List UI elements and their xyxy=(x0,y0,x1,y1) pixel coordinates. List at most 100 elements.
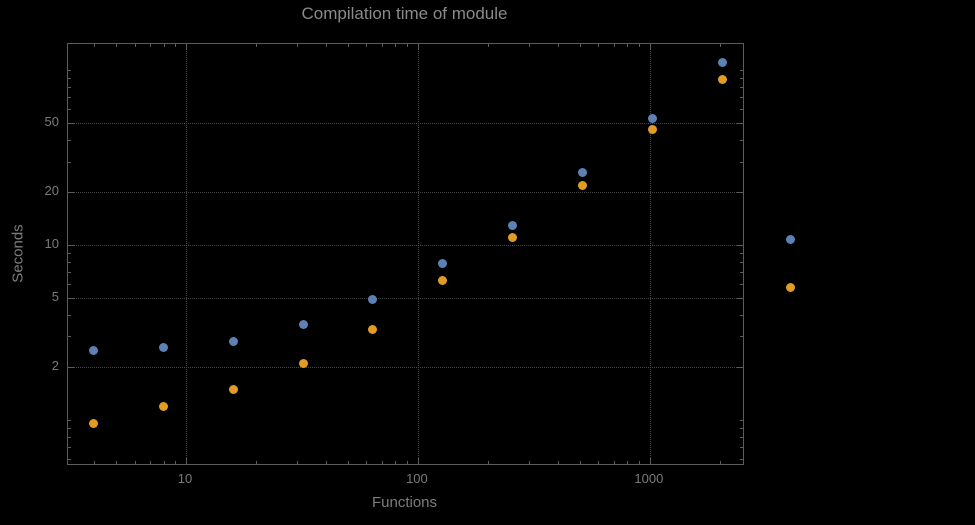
x-tick-1000 xyxy=(649,44,651,50)
x-axis-label: Functions xyxy=(371,494,438,511)
y-tick-9 xyxy=(68,253,71,255)
y-tick-6 xyxy=(68,283,71,285)
y-tick-1 xyxy=(68,419,71,421)
x-tick-6 xyxy=(134,461,136,464)
y-tick-0.9 xyxy=(68,427,71,429)
x-tick-600 xyxy=(598,44,600,47)
gridline-v-100 xyxy=(417,44,419,464)
data-point-orange-x8 xyxy=(159,401,168,411)
data-point-orange-x512 xyxy=(577,180,587,190)
data-point-orange-x4 xyxy=(89,419,99,429)
y-tick-70 xyxy=(68,97,71,99)
x-tick-10 xyxy=(185,458,187,464)
y-tick-70 xyxy=(740,97,743,99)
x-tick-800 xyxy=(627,44,629,47)
x-tick-40 xyxy=(325,461,327,464)
y-tick-2 xyxy=(737,367,743,369)
x-tick-80 xyxy=(395,44,397,47)
y-tick-8 xyxy=(740,261,743,263)
y-tick-0.8 xyxy=(68,436,71,438)
data-point-blue-x128 xyxy=(438,259,448,269)
y-tick-5 xyxy=(737,297,743,299)
x-tick-60 xyxy=(366,44,368,47)
data-point-orange-x64 xyxy=(368,324,378,334)
x-tick-900 xyxy=(639,44,641,47)
x-tick-50 xyxy=(348,461,350,464)
y-tick-label-2: 2 xyxy=(51,358,59,374)
x-tick-20 xyxy=(255,44,257,47)
y-tick-10 xyxy=(737,245,743,247)
gridline-h-2 xyxy=(68,367,743,369)
y-tick-50 xyxy=(68,122,74,124)
y-tick-20 xyxy=(68,192,74,194)
x-tick-2000 xyxy=(719,461,721,464)
y-tick-50 xyxy=(737,122,743,124)
x-tick-60 xyxy=(366,461,368,464)
y-tick-100 xyxy=(68,70,71,72)
x-tick-300 xyxy=(528,44,530,47)
x-tick-label-1000: 1000 xyxy=(634,471,664,486)
data-point-blue-x32 xyxy=(298,320,308,330)
y-tick-0.8 xyxy=(740,436,743,438)
data-point-orange-x2048 xyxy=(717,75,727,85)
y-tick-20 xyxy=(737,192,743,194)
data-point-blue-x16 xyxy=(228,337,238,347)
data-point-blue-x512 xyxy=(577,167,587,177)
data-point-blue-x2048 xyxy=(717,58,727,68)
x-tick-70 xyxy=(382,44,383,47)
plot-frame xyxy=(67,43,744,465)
y-tick-80 xyxy=(740,87,743,89)
x-tick-200 xyxy=(487,44,489,47)
plot-area xyxy=(68,44,743,464)
x-tick-7 xyxy=(150,44,152,47)
x-tick-9 xyxy=(175,461,177,464)
gridline-v-10 xyxy=(185,44,187,464)
gridline-h-5 xyxy=(68,297,743,299)
chart-title: Compilation time of module xyxy=(301,4,508,23)
y-tick-10 xyxy=(68,245,74,247)
y-tick-5 xyxy=(68,297,74,299)
x-tick-30 xyxy=(296,461,298,464)
x-tick-9 xyxy=(175,44,177,47)
x-tick-40 xyxy=(325,44,327,47)
x-tick-500 xyxy=(580,461,582,464)
x-tick-5 xyxy=(116,461,118,464)
y-tick-7 xyxy=(740,272,743,274)
y-tick-7 xyxy=(68,272,71,274)
x-tick-800 xyxy=(627,461,629,464)
data-point-orange-x16 xyxy=(228,384,238,394)
y-tick-0.6000000000000001 xyxy=(740,458,743,460)
y-tick-40 xyxy=(68,139,71,141)
x-tick-2000 xyxy=(719,44,721,47)
x-tick-100 xyxy=(417,44,419,50)
gridline-h-50 xyxy=(68,122,743,124)
x-tick-50 xyxy=(348,44,350,47)
x-tick-900 xyxy=(639,461,641,464)
y-tick-0.7000000000000001 xyxy=(68,447,71,449)
x-tick-8 xyxy=(163,461,165,464)
x-tick-100 xyxy=(417,458,419,464)
legend-marker-blue xyxy=(786,235,795,244)
x-tick-8 xyxy=(163,44,165,47)
y-tick-30 xyxy=(740,161,743,163)
x-tick-600 xyxy=(598,461,600,464)
x-tick-label-10: 10 xyxy=(177,471,193,486)
y-tick-9 xyxy=(740,253,743,255)
y-tick-label-50: 50 xyxy=(44,113,59,129)
y-tick-4 xyxy=(68,314,71,316)
y-tick-label-20: 20 xyxy=(44,183,59,199)
y-tick-label-5: 5 xyxy=(51,288,59,304)
y-tick-90 xyxy=(740,78,743,80)
y-tick-0.7000000000000001 xyxy=(740,447,743,449)
data-point-blue-x8 xyxy=(159,342,168,352)
data-point-blue-x1024 xyxy=(647,113,657,123)
y-axis-label: Seconds xyxy=(9,224,27,283)
y-tick-100 xyxy=(740,70,743,72)
y-tick-0.9 xyxy=(740,427,743,429)
gridline-h-20 xyxy=(68,192,743,194)
x-tick-400 xyxy=(557,461,559,464)
x-tick-70 xyxy=(382,461,383,464)
x-tick-80 xyxy=(395,461,397,464)
y-tick-0.6000000000000001 xyxy=(68,458,71,460)
